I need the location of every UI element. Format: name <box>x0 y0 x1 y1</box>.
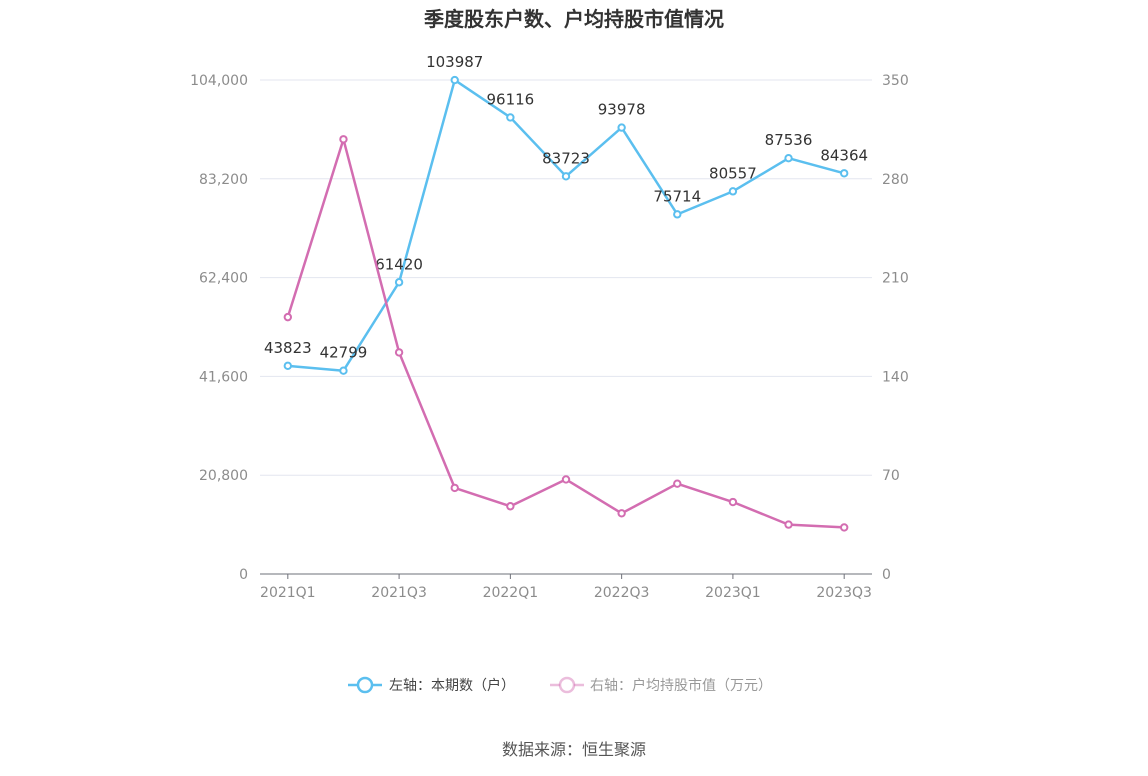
data-point <box>506 113 515 122</box>
x-tick-label: 2021Q1 <box>260 585 316 601</box>
y-axis-right: 0 70 140 210 280 350 <box>882 73 909 583</box>
data-point <box>728 187 738 196</box>
data-point <box>673 479 682 488</box>
y-left-tick-label: 104,000 <box>190 73 248 89</box>
data-point <box>506 502 515 511</box>
y-right-tick-label: 140 <box>882 369 909 385</box>
y-left-tick-label: 83,200 <box>199 172 248 188</box>
series-layer: 43823 42799 61420 103987 96116 83723 93978 7571… <box>264 53 868 532</box>
data-label: 83723 <box>542 149 590 167</box>
legend-swatch-marker <box>558 676 576 694</box>
y-right-tick-label: 0 <box>882 567 891 583</box>
legend-swatch-marker <box>356 676 374 694</box>
data-label: 103987 <box>426 53 483 71</box>
data-point <box>784 154 793 163</box>
data-point <box>450 75 459 85</box>
x-tick-label: 2021Q3 <box>371 585 427 601</box>
y-left-tick-label: 0 <box>239 567 248 583</box>
data-point <box>617 123 626 132</box>
data-point <box>283 312 293 322</box>
y-right-tick-label: 350 <box>882 73 909 89</box>
y-right-tick-label: 210 <box>882 271 909 287</box>
data-point <box>728 497 738 507</box>
series-line-1 <box>287 78 845 372</box>
data-label: 87536 <box>765 131 813 149</box>
data-label: 43823 <box>264 339 312 357</box>
data-label: 61420 <box>375 255 423 273</box>
data-label: 75714 <box>653 187 701 205</box>
data-point <box>673 210 682 219</box>
y-left-tick-label: 20,800 <box>199 468 248 484</box>
x-tick-label: 2023Q3 <box>816 585 872 601</box>
y-axis-left: 0 20,800 41,600 62,400 83,200 104,000 <box>190 73 248 583</box>
y-left-tick-label: 41,600 <box>199 369 248 385</box>
data-point <box>617 509 626 518</box>
data-label: 96116 <box>487 90 535 108</box>
x-tick-label: 2022Q1 <box>483 585 539 601</box>
grid-lines <box>260 79 872 476</box>
y-left-tick-label: 62,400 <box>199 271 248 287</box>
x-tick-label: 2022Q3 <box>594 585 650 601</box>
data-point <box>839 169 849 178</box>
y-right-tick-label: 70 <box>882 468 900 484</box>
y-right-tick-label: 280 <box>882 172 909 188</box>
chart-title: 季度股东户数、户均持股市值情况 <box>423 7 724 31</box>
data-point <box>839 523 849 532</box>
data-point <box>394 348 404 357</box>
data-point <box>784 520 793 529</box>
series-line-2 <box>286 138 845 529</box>
legend-item-label: 右轴：户均持股市值（万元） <box>590 677 772 694</box>
data-point <box>283 361 293 371</box>
data-point <box>339 135 348 144</box>
data-point <box>561 172 571 181</box>
data-label: 42799 <box>320 344 368 362</box>
legend[interactable]: 左轴：本期数（户） 右轴：户均持股市值（万元） <box>348 676 772 694</box>
data-label: 80557 <box>709 164 757 182</box>
legend-item-label: 左轴：本期数（户） <box>389 677 515 694</box>
data-point <box>339 366 348 375</box>
data-point <box>561 475 571 484</box>
data-point <box>394 278 404 287</box>
x-tick-label: 2023Q1 <box>705 585 761 601</box>
data-label: 93978 <box>598 101 646 119</box>
x-axis: 2021Q1 2021Q3 2022Q1 2022Q3 2023Q1 2023Q3 <box>260 573 872 601</box>
data-point <box>450 483 459 493</box>
data-source: 数据来源：恒生聚源 <box>502 740 646 759</box>
data-label: 84364 <box>820 146 868 164</box>
